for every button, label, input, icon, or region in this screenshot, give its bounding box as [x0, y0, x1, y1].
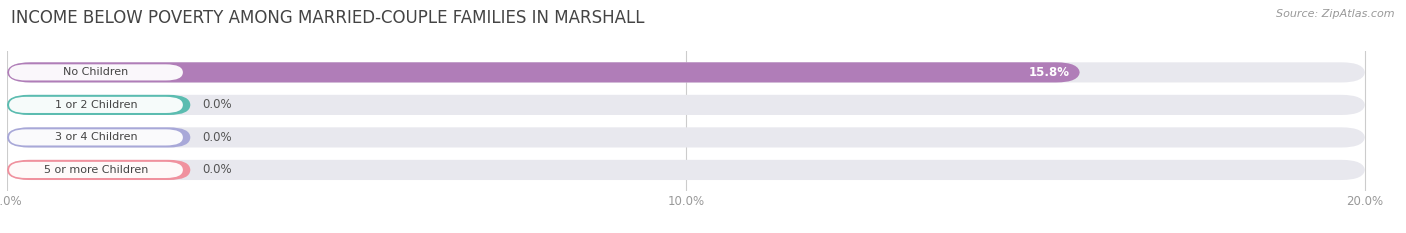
FancyBboxPatch shape	[7, 160, 190, 180]
FancyBboxPatch shape	[8, 97, 183, 113]
FancyBboxPatch shape	[7, 160, 1365, 180]
Text: 0.0%: 0.0%	[202, 131, 232, 144]
FancyBboxPatch shape	[7, 127, 1365, 147]
Text: Source: ZipAtlas.com: Source: ZipAtlas.com	[1277, 9, 1395, 19]
FancyBboxPatch shape	[8, 64, 183, 80]
FancyBboxPatch shape	[7, 62, 1365, 82]
Text: INCOME BELOW POVERTY AMONG MARRIED-COUPLE FAMILIES IN MARSHALL: INCOME BELOW POVERTY AMONG MARRIED-COUPL…	[11, 9, 645, 27]
FancyBboxPatch shape	[7, 62, 1080, 82]
Text: 0.0%: 0.0%	[202, 163, 232, 176]
Text: 3 or 4 Children: 3 or 4 Children	[55, 132, 138, 142]
Text: 1 or 2 Children: 1 or 2 Children	[55, 100, 138, 110]
FancyBboxPatch shape	[8, 129, 183, 145]
FancyBboxPatch shape	[8, 162, 183, 178]
Text: No Children: No Children	[63, 67, 128, 77]
FancyBboxPatch shape	[7, 95, 190, 115]
Text: 15.8%: 15.8%	[1029, 66, 1070, 79]
Text: 0.0%: 0.0%	[202, 98, 232, 111]
FancyBboxPatch shape	[7, 127, 190, 147]
FancyBboxPatch shape	[7, 95, 1365, 115]
Text: 5 or more Children: 5 or more Children	[44, 165, 148, 175]
